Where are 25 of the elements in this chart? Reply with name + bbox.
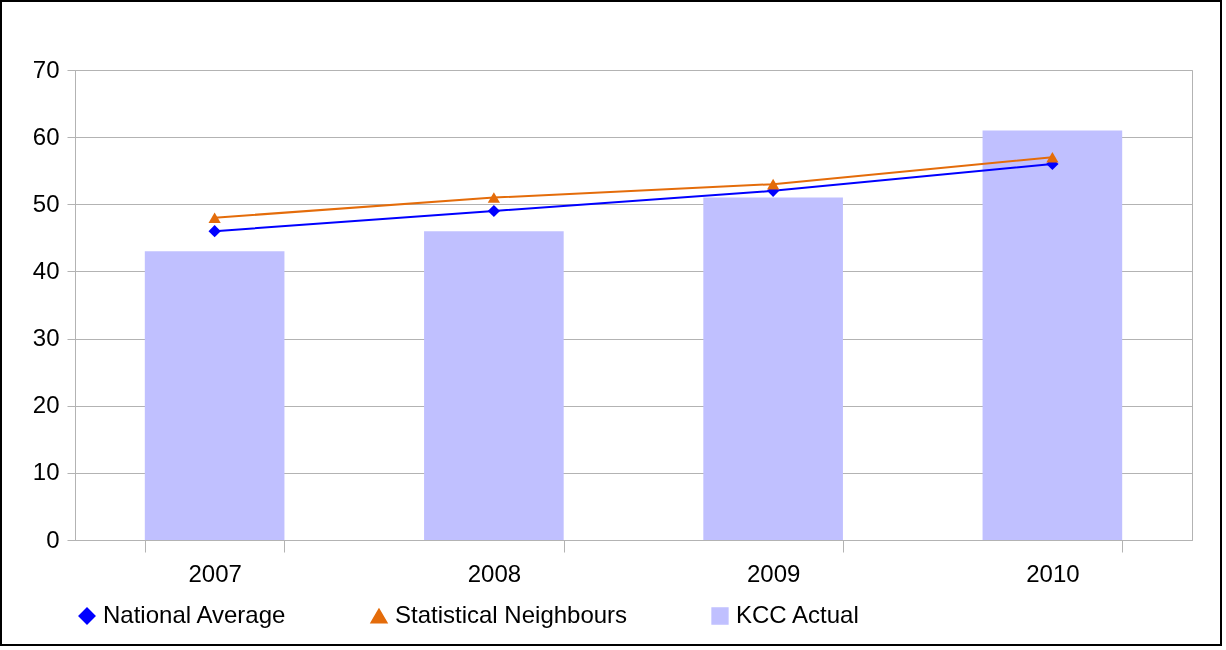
- point: [208, 225, 221, 238]
- point: [208, 212, 221, 224]
- y-tick-label: 30: [32, 324, 60, 352]
- point: [487, 204, 500, 218]
- y-tick-label: 10: [32, 458, 60, 486]
- y-tick-label: 70: [32, 55, 60, 83]
- bar: [144, 251, 285, 540]
- y-tick-label: 20: [32, 391, 60, 419]
- x-tick-label: 2007: [188, 559, 242, 587]
- x-tick-label: 2010: [1026, 559, 1080, 587]
- bar: [703, 197, 843, 540]
- y-tick-label: 40: [32, 256, 60, 284]
- legend-label: National Average: [103, 601, 286, 628]
- legend-label: KCC Actual: [736, 601, 859, 628]
- point: [1046, 151, 1059, 163]
- y-tick-label: 0: [46, 525, 60, 553]
- point: [487, 192, 500, 203]
- y-tick-label: 50: [32, 189, 60, 217]
- bar: [982, 130, 1123, 540]
- y-tick-label: 60: [32, 122, 60, 150]
- x-tick-label: 2008: [467, 559, 522, 587]
- legend-label: Statistical Neighbours: [395, 601, 628, 628]
- bar: [424, 231, 564, 540]
- x-tick-label: 2009: [746, 559, 801, 587]
- point: [767, 178, 780, 190]
